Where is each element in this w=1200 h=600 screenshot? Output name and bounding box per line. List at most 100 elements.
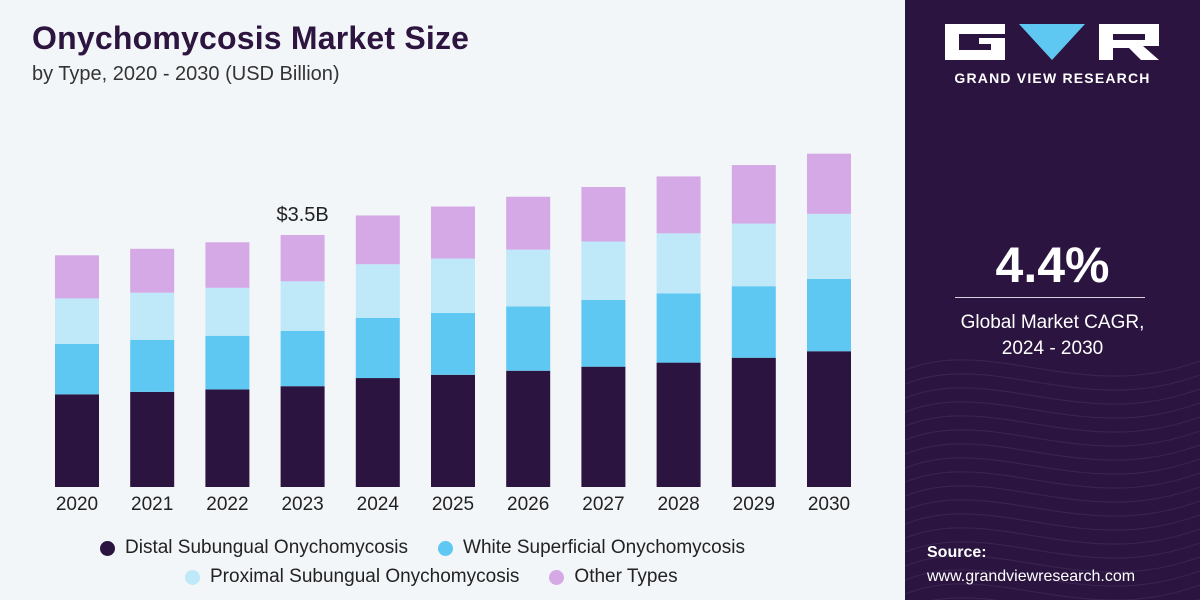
bar-2021-series-2 <box>130 292 175 340</box>
wave-line <box>905 527 1200 545</box>
bar-2020-series-0 <box>55 394 99 487</box>
bar-2029-series-3 <box>731 165 776 224</box>
legend-item-distal: Distal Subungual Onychomycosis <box>100 537 408 559</box>
legend-row-1: Distal Subungual Onychomycosis White Sup… <box>100 537 775 559</box>
bar-2026-series-2 <box>506 249 551 307</box>
x-tick-label-2027: 2027 <box>582 494 624 515</box>
info-panel: GRAND VIEW RESEARCH 4.4% Global Market C… <box>905 0 1200 600</box>
bar-2027-series-3 <box>581 187 626 242</box>
bar-2020-series-2 <box>55 298 99 344</box>
bar-2020-series-1 <box>55 343 99 395</box>
x-tick-label-2025: 2025 <box>432 494 474 515</box>
bar-2026-series-1 <box>506 306 551 371</box>
x-tick-label-2021: 2021 <box>131 494 173 515</box>
legend-swatch-white-superficial <box>438 540 454 556</box>
legend-item-proximal: Proximal Subungual Onychomycosis <box>185 566 519 588</box>
bar-2026-series-3 <box>506 196 551 250</box>
wave-line <box>905 583 1200 600</box>
bar-2030-series-0 <box>807 351 851 487</box>
bar-2024-series-3 <box>355 215 400 265</box>
chart-subtitle: by Type, 2020 - 2030 (USD Billion) <box>32 63 340 85</box>
legend-item-other: Other Types <box>549 566 678 588</box>
brand-name: GRAND VIEW RESEARCH <box>954 70 1151 86</box>
annotation-2023: $3.5B <box>276 204 328 226</box>
bar-2025-series-0 <box>431 374 475 487</box>
bar-2022-series-2 <box>205 287 250 336</box>
source-url: www.grandviewresearch.com <box>927 568 1136 585</box>
bar-2023-series-1 <box>280 330 325 387</box>
bar-2023-series-3 <box>280 234 325 282</box>
source-label: Source: <box>927 544 987 561</box>
wave-line <box>905 485 1200 503</box>
wave-line <box>905 359 1200 377</box>
cagr-label-line2: 2024 - 2030 <box>1001 338 1104 359</box>
wave-line <box>905 457 1200 475</box>
x-tick-label-2023: 2023 <box>281 494 323 515</box>
bar-2030-series-2 <box>807 213 851 279</box>
wave-line <box>905 569 1200 587</box>
legend-swatch-other <box>549 569 565 585</box>
bar-2020-series-3 <box>55 255 99 299</box>
bar-2025-series-3 <box>431 206 475 259</box>
x-tick-label-2029: 2029 <box>733 494 775 515</box>
bar-2027-series-2 <box>581 241 626 301</box>
bar-2023-series-2 <box>280 281 325 331</box>
bar-2022-series-1 <box>205 335 250 390</box>
x-tick-label-2028: 2028 <box>657 494 699 515</box>
bar-2024-series-2 <box>355 264 400 318</box>
wave-line <box>905 429 1200 447</box>
wave-pattern <box>905 359 1200 600</box>
legend-label-other: Other Types <box>574 566 678 587</box>
bar-2021-series-3 <box>130 248 175 293</box>
x-tick-label-2026: 2026 <box>507 494 549 515</box>
bar-2029-series-1 <box>731 286 776 358</box>
bar-2028-series-0 <box>656 362 701 487</box>
bar-2029-series-0 <box>731 357 776 487</box>
wave-line <box>905 541 1200 559</box>
bar-2021-series-1 <box>130 339 175 392</box>
legend-label-white-superficial: White Superficial Onychomycosis <box>463 537 745 558</box>
legend-swatch-distal <box>100 540 115 556</box>
wave-line <box>905 555 1200 573</box>
bar-2023-series-0 <box>280 386 325 487</box>
bar-2027-series-0 <box>581 366 626 487</box>
bar-2024-series-0 <box>355 378 400 487</box>
x-tick-label-2022: 2022 <box>206 494 248 515</box>
bar-2027-series-1 <box>581 300 626 367</box>
brand-logo <box>945 24 1159 60</box>
chart-panel: Onychomycosis Market Size by Type, 2020 … <box>0 0 905 600</box>
x-tick-label-2020: 2020 <box>56 494 98 515</box>
legend-item-white-superficial: White Superficial Onychomycosis <box>438 537 745 559</box>
wave-line <box>905 513 1200 531</box>
bar-2021-series-0 <box>130 391 175 487</box>
legend-label-proximal: Proximal Subungual Onychomycosis <box>210 566 520 587</box>
bar-2025-series-2 <box>431 258 475 314</box>
wave-line <box>905 499 1200 517</box>
wave-line <box>905 471 1200 489</box>
wave-line <box>905 387 1200 405</box>
stacked-bar-chart: 2020 2021 2022 2023 $3.5B 2024 2025 2026 2027 202… <box>55 153 851 515</box>
bar-2030-series-1 <box>807 278 851 352</box>
x-tick-label-2030: 2030 <box>808 494 850 515</box>
bar-2028-series-1 <box>656 293 701 363</box>
legend-row-2: Proximal Subungual Onychomycosis Other T… <box>185 566 708 588</box>
wave-line <box>905 373 1200 391</box>
bar-2022-series-0 <box>205 389 250 487</box>
cagr-value: 4.4% <box>995 237 1110 293</box>
wave-line <box>905 443 1200 461</box>
wave-line <box>905 415 1200 433</box>
bar-2028-series-2 <box>656 233 701 294</box>
legend-label-distal: Distal Subungual Onychomycosis <box>125 537 409 558</box>
x-tick-label-2024: 2024 <box>357 494 400 515</box>
cagr-divider <box>955 297 1145 298</box>
bar-2028-series-3 <box>656 176 701 234</box>
bar-2030-series-3 <box>807 153 851 214</box>
cagr-label: Global Market CAGR, 2024 - 2030 <box>905 310 1200 362</box>
wave-line <box>905 401 1200 419</box>
chart-title: Onychomycosis Market Size <box>32 20 470 56</box>
bar-2026-series-0 <box>506 370 551 487</box>
bar-2029-series-2 <box>731 223 776 287</box>
cagr-label-line1: Global Market CAGR, <box>960 312 1145 333</box>
legend-swatch-proximal <box>185 569 200 585</box>
bar-2024-series-1 <box>355 317 400 379</box>
